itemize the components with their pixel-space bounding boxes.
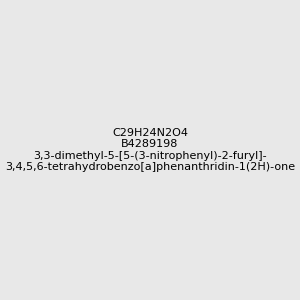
Text: C29H24N2O4
B4289198
3,3-dimethyl-5-[5-(3-nitrophenyl)-2-furyl]-
3,4,5,6-tetrahyd: C29H24N2O4 B4289198 3,3-dimethyl-5-[5-(3… (5, 128, 295, 172)
